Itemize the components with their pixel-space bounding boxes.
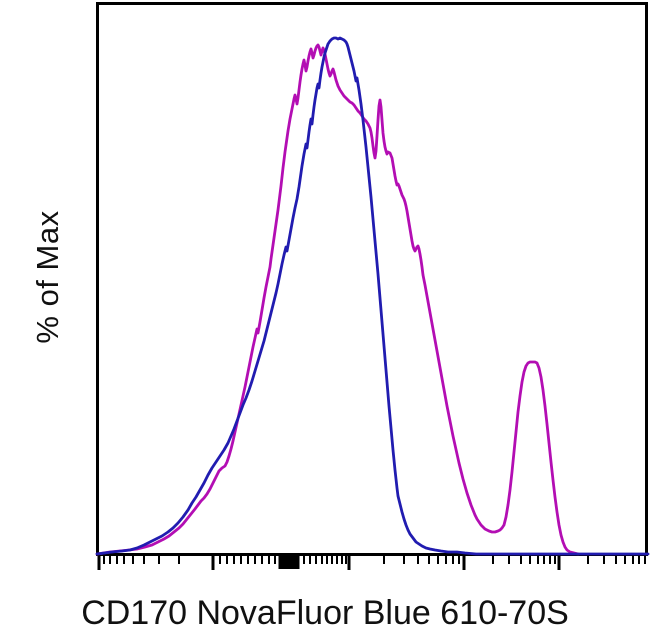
- x-axis-ticks: [97, 556, 646, 570]
- plot-border: [96, 2, 648, 556]
- y-axis-label: % of Max: [30, 210, 65, 344]
- x-axis-label: CD170 NovaFluor Blue 610-70S: [81, 594, 569, 632]
- blue-histogram-curve: [95, 36, 650, 556]
- magenta-histogram-curve: [95, 43, 580, 556]
